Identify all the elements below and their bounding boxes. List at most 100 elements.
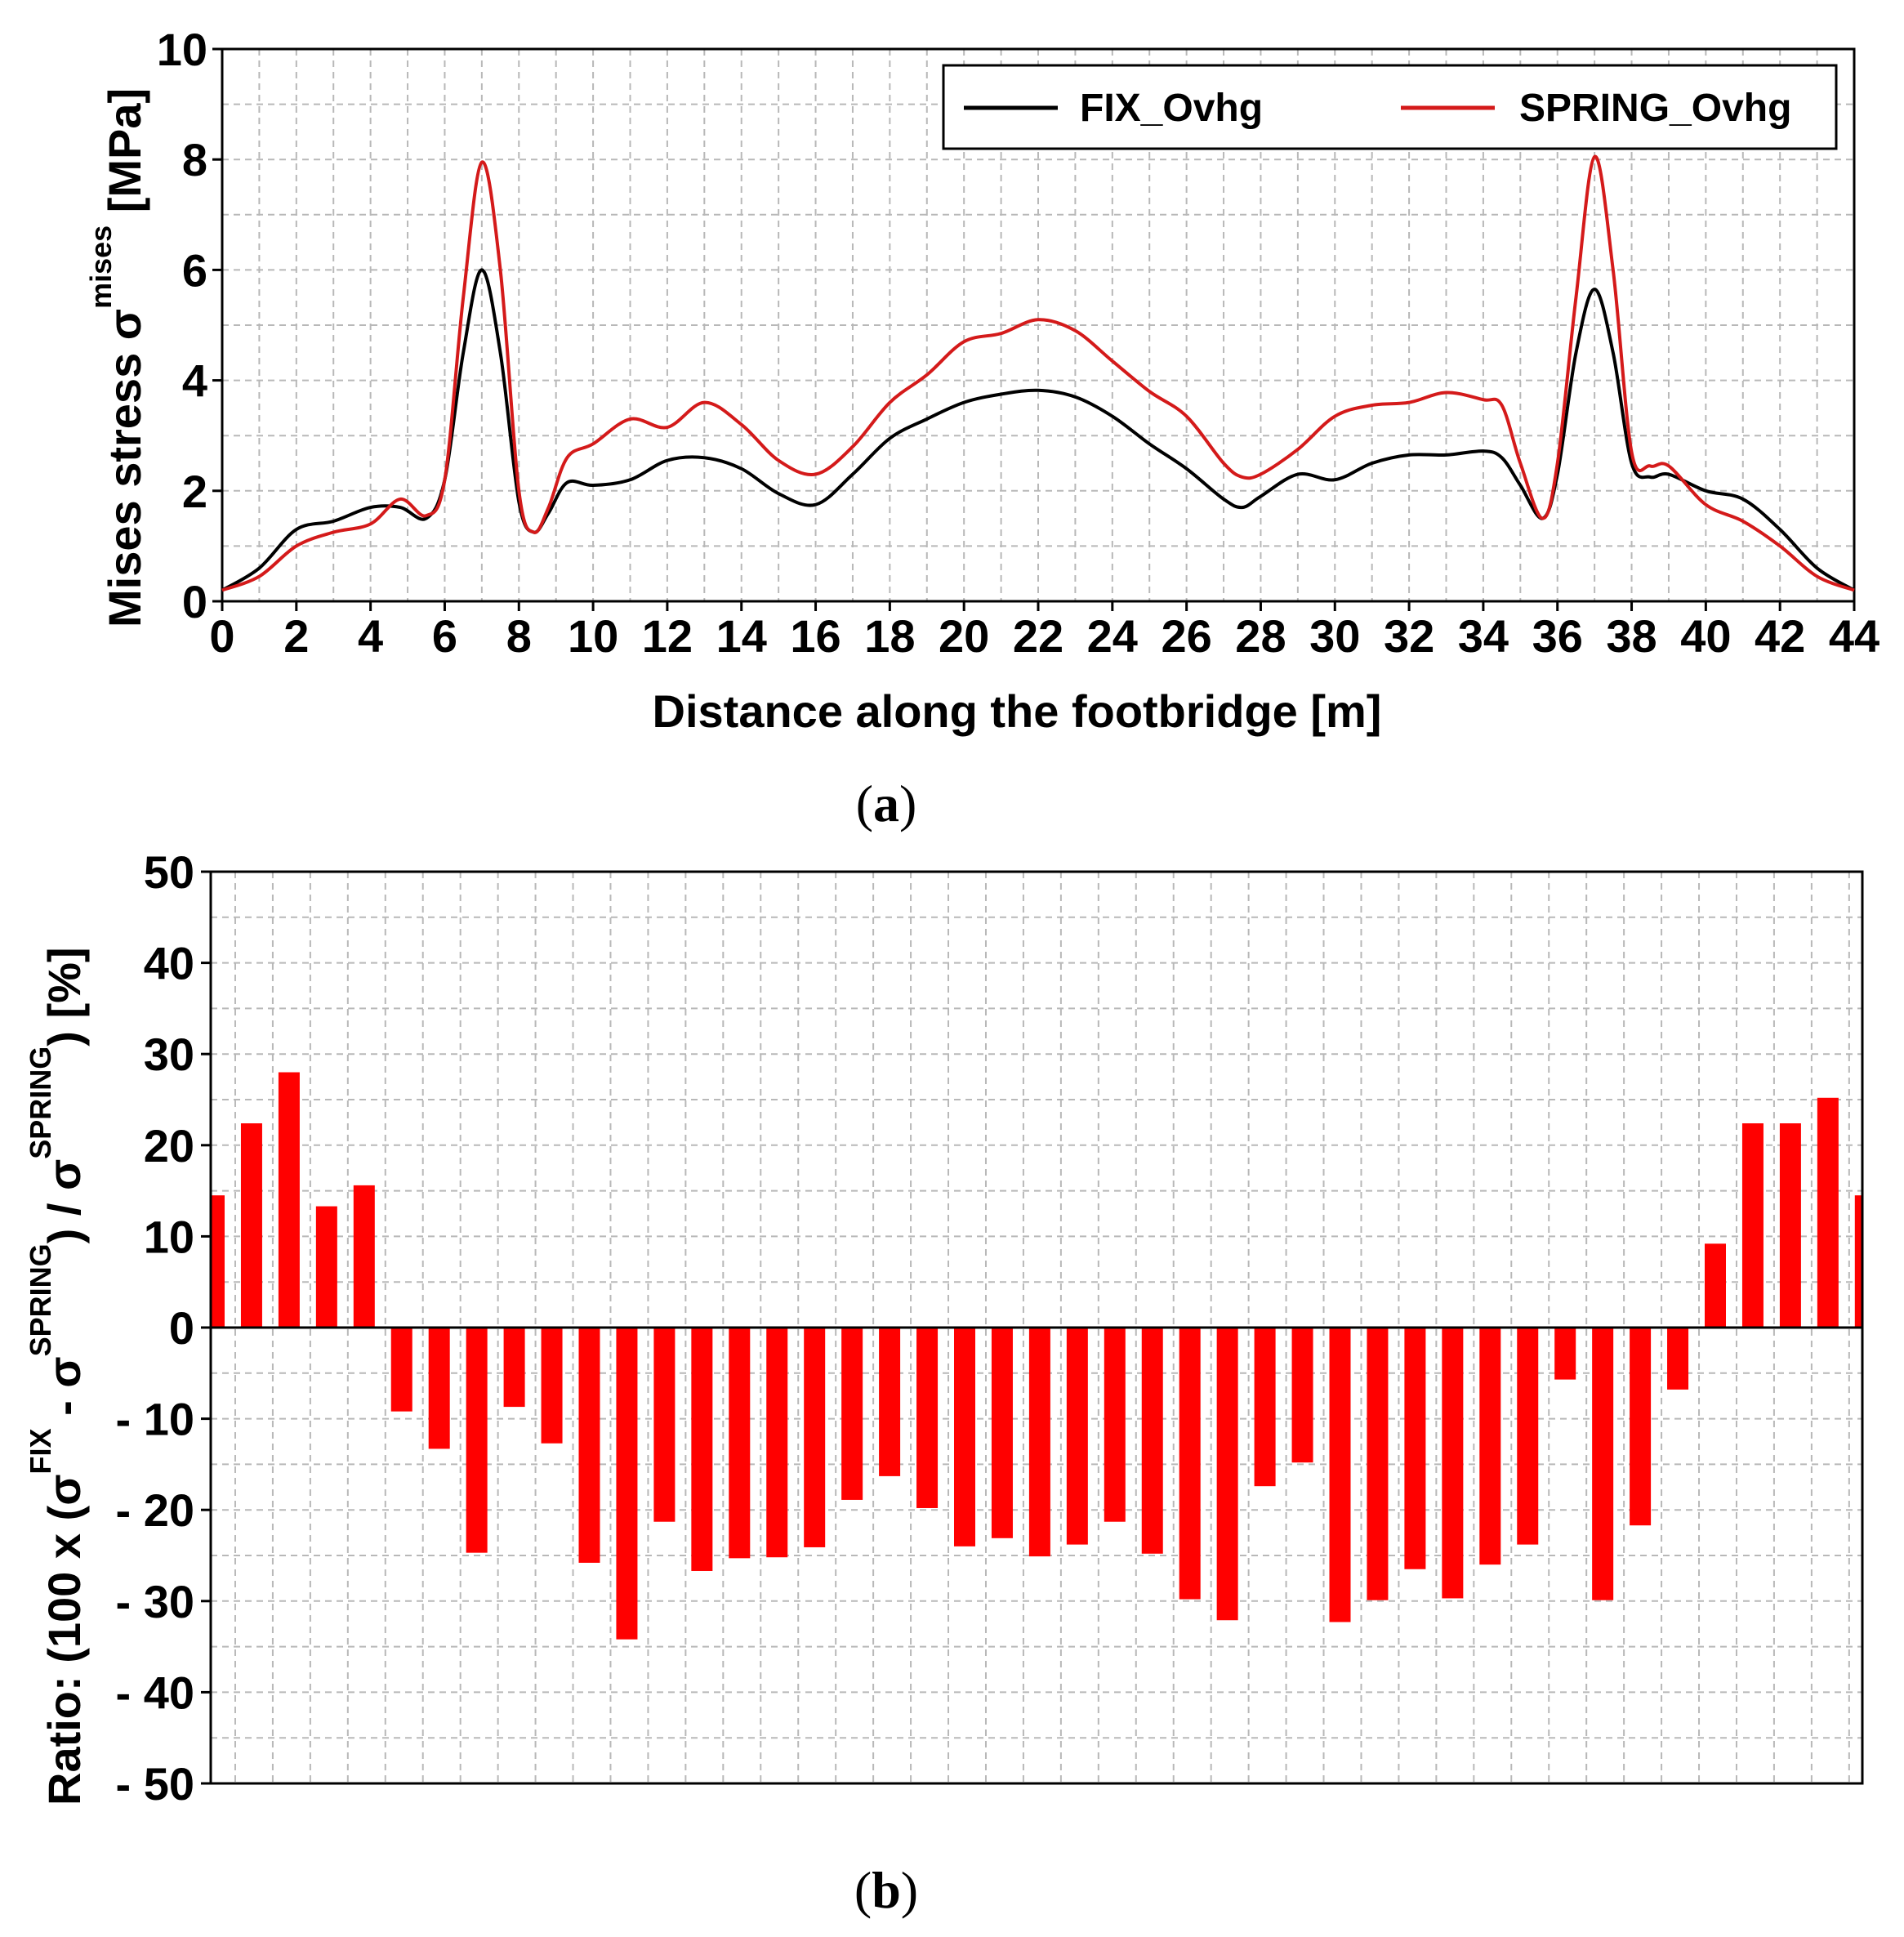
ratio-label-mid1: - σ xyxy=(38,1356,90,1428)
x-tick-label: 20 xyxy=(939,610,989,662)
x-tick-label: 44 xyxy=(1829,610,1879,662)
x-tick-label: 12 xyxy=(642,610,693,662)
svg-text:Mises stress σmises [MPa]: Mises stress σmises [MPa] xyxy=(84,88,150,627)
y-tick-label: 6 xyxy=(182,244,207,296)
y-tick-label: - 20 xyxy=(116,1484,195,1536)
fix-ovhg-line xyxy=(221,268,1856,592)
ratio-bar xyxy=(1554,1328,1576,1380)
chart-a-x-axis-label: Distance along the footbridge [m] xyxy=(653,685,1382,737)
ratio-bar xyxy=(1291,1328,1313,1463)
y-tick-label: 0 xyxy=(169,1302,194,1354)
y-tick-label: - 30 xyxy=(116,1576,195,1627)
ratio-label-sup-spring1: SPRING xyxy=(24,1243,57,1356)
chart-b-y-axis-label: Ratio: (100 x (σFIX - σSPRING) / σSPRING… xyxy=(24,947,90,1805)
ratio-bar xyxy=(1779,1123,1801,1328)
chart-a-legend: FIX_Ovhg SPRING_Ovhg xyxy=(942,64,1838,150)
ratio-bar xyxy=(1141,1328,1163,1554)
ratio-bar xyxy=(390,1328,412,1412)
ratio-bar xyxy=(315,1206,337,1328)
x-tick-label: 30 xyxy=(1309,610,1360,662)
y-label-sup: mises xyxy=(84,225,118,309)
x-tick-label: 34 xyxy=(1458,610,1509,662)
ratio-bar xyxy=(1329,1328,1351,1622)
ratio-bar xyxy=(1066,1328,1088,1545)
ratio-bar xyxy=(766,1328,788,1558)
x-tick-label: 36 xyxy=(1532,610,1583,662)
ratio-bar xyxy=(1404,1328,1426,1569)
y-tick-label: 50 xyxy=(144,846,194,898)
ratio-bar xyxy=(240,1123,262,1328)
ratio-bar xyxy=(1028,1328,1050,1557)
chart-a-y-ticks: 0 2 4 6 8 10 xyxy=(157,24,222,627)
x-tick-label: 14 xyxy=(716,610,767,662)
ratio-bar xyxy=(1854,1195,1862,1328)
x-tick-label: 38 xyxy=(1606,610,1657,662)
ratio-bar xyxy=(991,1328,1013,1538)
chart-a: 0 2 4 6 8 10 12 14 16 18 20 22 24 26 28 30 32 34 36 38 40 42 4… xyxy=(84,24,1879,832)
ratio-bar xyxy=(466,1328,488,1553)
x-tick-label: 6 xyxy=(432,610,457,662)
ratio-label-suffix: ) [%] xyxy=(38,947,90,1046)
ratio-bar xyxy=(578,1328,600,1563)
x-tick-label: 42 xyxy=(1755,610,1805,662)
ratio-bar xyxy=(1705,1243,1726,1328)
legend-box xyxy=(942,64,1838,150)
ratio-bar xyxy=(428,1328,450,1449)
ratio-label-mid2: ) / σ xyxy=(38,1159,90,1244)
ratio-bar xyxy=(278,1072,300,1328)
chart-b-y-ticks: 50 40 30 20 10 0 - 10 - 20 - 30 - 40 - 50 xyxy=(116,846,211,1810)
ratio-bar xyxy=(503,1328,525,1408)
caption-a: (a) xyxy=(856,774,917,832)
ratio-bar xyxy=(653,1328,676,1522)
x-tick-label: 2 xyxy=(283,610,309,662)
y-tick-label: - 40 xyxy=(116,1667,195,1718)
spring-ovhg-line xyxy=(221,154,1855,592)
x-tick-label: 16 xyxy=(790,610,841,662)
ratio-bar xyxy=(1104,1328,1126,1522)
ratio-bar xyxy=(1367,1328,1389,1600)
y-tick-label: 10 xyxy=(144,1211,194,1262)
ratio-bar xyxy=(1442,1328,1464,1599)
x-tick-label: 32 xyxy=(1384,610,1434,662)
ratio-bar xyxy=(616,1328,638,1640)
chart-a-series xyxy=(221,154,1856,592)
ratio-label-sup-fix: FIX xyxy=(24,1428,57,1474)
ratio-bar xyxy=(1817,1097,1839,1328)
x-tick-label: 10 xyxy=(568,610,618,662)
x-tick-label: 24 xyxy=(1087,610,1138,662)
y-tick-label: 4 xyxy=(182,355,207,407)
chart-a-y-axis-label: Mises stress σmises [MPa] xyxy=(84,88,150,627)
svg-text:Ratio: (100 x (σFIX - σSPRING): Ratio: (100 x (σFIX - σSPRING) / σSPRING… xyxy=(24,947,90,1805)
legend-spring-label: SPRING_Ovhg xyxy=(1519,87,1791,130)
x-tick-label: 4 xyxy=(358,610,383,662)
ratio-bar xyxy=(1741,1123,1764,1328)
y-tick-label: 40 xyxy=(144,938,194,989)
ratio-bar xyxy=(1216,1328,1238,1621)
caption-b: (b) xyxy=(854,1861,918,1919)
ratio-label-sup-spring2: SPRING xyxy=(24,1047,57,1159)
y-tick-label: 8 xyxy=(182,134,207,185)
y-tick-label: - 50 xyxy=(116,1758,195,1810)
x-tick-label: 28 xyxy=(1235,610,1286,662)
ratio-bar xyxy=(211,1195,225,1328)
x-tick-label: 22 xyxy=(1013,610,1063,662)
ratio-bar xyxy=(879,1328,901,1476)
chart-b: 50 40 30 20 10 0 - 10 - 20 - 30 - 40 - 50 Ratio: (… xyxy=(24,846,1864,1919)
y-tick-label: 30 xyxy=(144,1029,194,1080)
y-label-unit: [MPa] xyxy=(99,88,150,212)
ratio-bar xyxy=(841,1328,863,1500)
y-tick-label: 10 xyxy=(157,24,207,75)
x-tick-label: 26 xyxy=(1161,610,1211,662)
ratio-bar xyxy=(916,1328,939,1508)
ratio-bar xyxy=(1592,1328,1614,1600)
ratio-label-prefix: Ratio: (100 x (σ xyxy=(38,1474,90,1805)
chart-a-x-ticks: 0 2 4 6 8 10 12 14 16 18 20 22 24 26 28 30 32 34 36 38 40 42 4… xyxy=(209,601,1879,662)
ratio-bar xyxy=(729,1328,751,1559)
ratio-bar xyxy=(691,1328,713,1571)
chart-b-bars xyxy=(211,1072,1862,1640)
ratio-bar xyxy=(1179,1328,1201,1600)
ratio-bar xyxy=(1630,1328,1652,1526)
ratio-bar xyxy=(1517,1328,1539,1545)
x-tick-label: 8 xyxy=(506,610,532,662)
